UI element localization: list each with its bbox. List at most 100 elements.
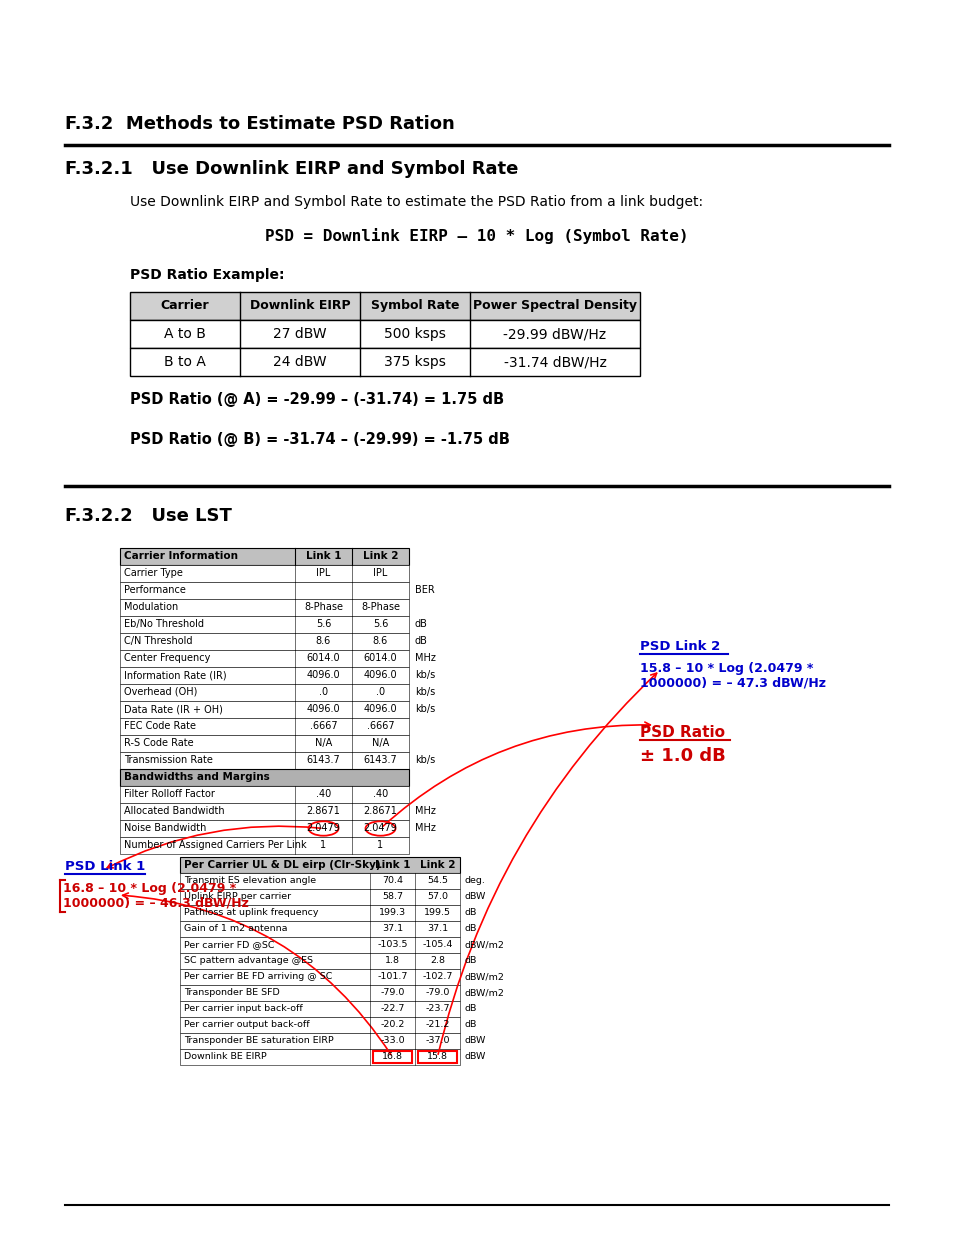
Text: Modulation: Modulation [124, 601, 178, 613]
Text: dBW/m2: dBW/m2 [464, 972, 504, 981]
Text: 15.8 – 10 * Log (2.0479 *
1000000) = – 47.3 dBW/Hz: 15.8 – 10 * Log (2.0479 * 1000000) = – 4… [639, 662, 825, 690]
Text: Link 2: Link 2 [419, 860, 455, 869]
Text: PSD Ratio (@ B) = -31.74 – (-29.99) = -1.75 dB: PSD Ratio (@ B) = -31.74 – (-29.99) = -1… [130, 432, 509, 447]
Text: 4096.0: 4096.0 [363, 704, 396, 714]
Text: 57.0: 57.0 [427, 892, 448, 902]
Text: -21.2: -21.2 [425, 1020, 449, 1029]
FancyArrowPatch shape [123, 893, 391, 1055]
Bar [120, 820, 409, 837]
Text: IPL: IPL [373, 568, 387, 578]
Text: dB: dB [415, 636, 428, 646]
Text: deg.: deg. [464, 876, 485, 885]
Text: Downlink BE EIRP: Downlink BE EIRP [184, 1052, 267, 1061]
Text: Information Rate (IR): Information Rate (IR) [124, 671, 227, 680]
Text: MHz: MHz [415, 806, 436, 816]
Text: 6143.7: 6143.7 [363, 755, 397, 764]
Text: Downlink EIRP: Downlink EIRP [250, 299, 350, 312]
Text: dBW/m2: dBW/m2 [464, 940, 504, 948]
Bar [180, 937, 459, 953]
Bar [373, 1051, 412, 1063]
Text: Filter Rolloff Factor: Filter Rolloff Factor [124, 789, 214, 799]
Text: Use Downlink EIRP and Symbol Rate to estimate the PSD Ratio from a link budget:: Use Downlink EIRP and Symbol Rate to est… [130, 195, 702, 209]
Bar [120, 582, 409, 599]
Bar [120, 599, 409, 616]
Text: .0: .0 [318, 687, 328, 697]
Text: Link 2: Link 2 [362, 551, 397, 561]
Text: 2.0479: 2.0479 [363, 823, 397, 832]
Text: dBW: dBW [464, 892, 486, 902]
Text: 375 ksps: 375 ksps [384, 354, 445, 369]
Text: 8-Phase: 8-Phase [304, 601, 343, 613]
Text: Per carrier BE FD arriving @ SC: Per carrier BE FD arriving @ SC [184, 972, 332, 981]
Bar [120, 837, 409, 853]
Text: Uplink EIRP per carrier: Uplink EIRP per carrier [184, 892, 291, 902]
Text: 2.0479: 2.0479 [306, 823, 340, 832]
Text: -23.7: -23.7 [425, 1004, 449, 1013]
Text: .40: .40 [373, 789, 388, 799]
Text: -33.0: -33.0 [380, 1036, 404, 1045]
FancyArrowPatch shape [437, 673, 656, 1055]
Text: F.3.2.1   Use Downlink EIRP and Symbol Rate: F.3.2.1 Use Downlink EIRP and Symbol Rat… [65, 161, 517, 178]
Text: Per carrier input back-off: Per carrier input back-off [184, 1004, 302, 1013]
Bar [120, 634, 409, 650]
Text: PSD Link 1: PSD Link 1 [65, 860, 145, 873]
Text: N/A: N/A [314, 739, 332, 748]
Text: 5.6: 5.6 [315, 619, 331, 629]
Text: 2.8671: 2.8671 [306, 806, 340, 816]
Text: 37.1: 37.1 [381, 924, 402, 932]
Text: dBW: dBW [464, 1036, 486, 1045]
Text: kb/s: kb/s [415, 671, 435, 680]
Bar [120, 667, 409, 684]
Bar [180, 857, 459, 873]
Bar [130, 320, 639, 348]
Text: 2.8671: 2.8671 [363, 806, 397, 816]
Text: Per carrier FD @SC: Per carrier FD @SC [184, 940, 274, 948]
Text: 24 dBW: 24 dBW [273, 354, 327, 369]
Text: Carrier: Carrier [160, 299, 209, 312]
Text: PSD Ratio Example:: PSD Ratio Example: [130, 268, 284, 282]
Text: Center Frequency: Center Frequency [124, 653, 211, 663]
Text: Per carrier output back-off: Per carrier output back-off [184, 1020, 310, 1029]
Bar [120, 684, 409, 701]
Text: dB: dB [464, 1004, 476, 1013]
Bar [120, 701, 409, 718]
Text: .6667: .6667 [366, 721, 394, 731]
Text: Eb/No Threshold: Eb/No Threshold [124, 619, 204, 629]
Bar [120, 785, 409, 803]
Text: MHz: MHz [415, 653, 436, 663]
Text: .0: .0 [375, 687, 385, 697]
Text: Gain of 1 m2 antenna: Gain of 1 m2 antenna [184, 924, 287, 932]
Bar [120, 735, 409, 752]
Text: -101.7: -101.7 [377, 972, 407, 981]
FancyArrowPatch shape [107, 826, 320, 868]
Bar [120, 803, 409, 820]
Text: F.3.2  Methods to Estimate PSD Ration: F.3.2 Methods to Estimate PSD Ration [65, 115, 455, 133]
Text: C/N Threshold: C/N Threshold [124, 636, 193, 646]
Text: 8.6: 8.6 [373, 636, 388, 646]
Bar [180, 969, 459, 986]
Text: 199.5: 199.5 [423, 908, 451, 918]
Bar [120, 548, 409, 564]
Text: Transmission Rate: Transmission Rate [124, 755, 213, 764]
Text: 70.4: 70.4 [381, 876, 402, 885]
Text: 1.8: 1.8 [385, 956, 399, 965]
Text: .6667: .6667 [310, 721, 337, 731]
Text: 16.8: 16.8 [381, 1052, 402, 1061]
Text: ± 1.0 dB: ± 1.0 dB [639, 747, 725, 764]
Bar [120, 564, 409, 582]
Bar [120, 650, 409, 667]
Text: PSD Link 2: PSD Link 2 [639, 640, 720, 653]
Text: dBW: dBW [464, 1052, 486, 1061]
Text: .40: .40 [315, 789, 331, 799]
Text: Data Rate (IR + OH): Data Rate (IR + OH) [124, 704, 223, 714]
Text: kb/s: kb/s [415, 687, 435, 697]
Text: A to B: A to B [164, 327, 206, 341]
Text: Noise Bandwidth: Noise Bandwidth [124, 823, 206, 832]
Text: 8-Phase: 8-Phase [360, 601, 399, 613]
Text: 16.8 – 10 * Log (2.0479 *
1000000) = – 46.3 dBW/Hz: 16.8 – 10 * Log (2.0479 * 1000000) = – 4… [63, 882, 249, 910]
Bar [180, 905, 459, 921]
Text: 4096.0: 4096.0 [306, 671, 340, 680]
Text: dB: dB [464, 908, 476, 918]
Text: 5.6: 5.6 [373, 619, 388, 629]
Bar [120, 752, 409, 769]
